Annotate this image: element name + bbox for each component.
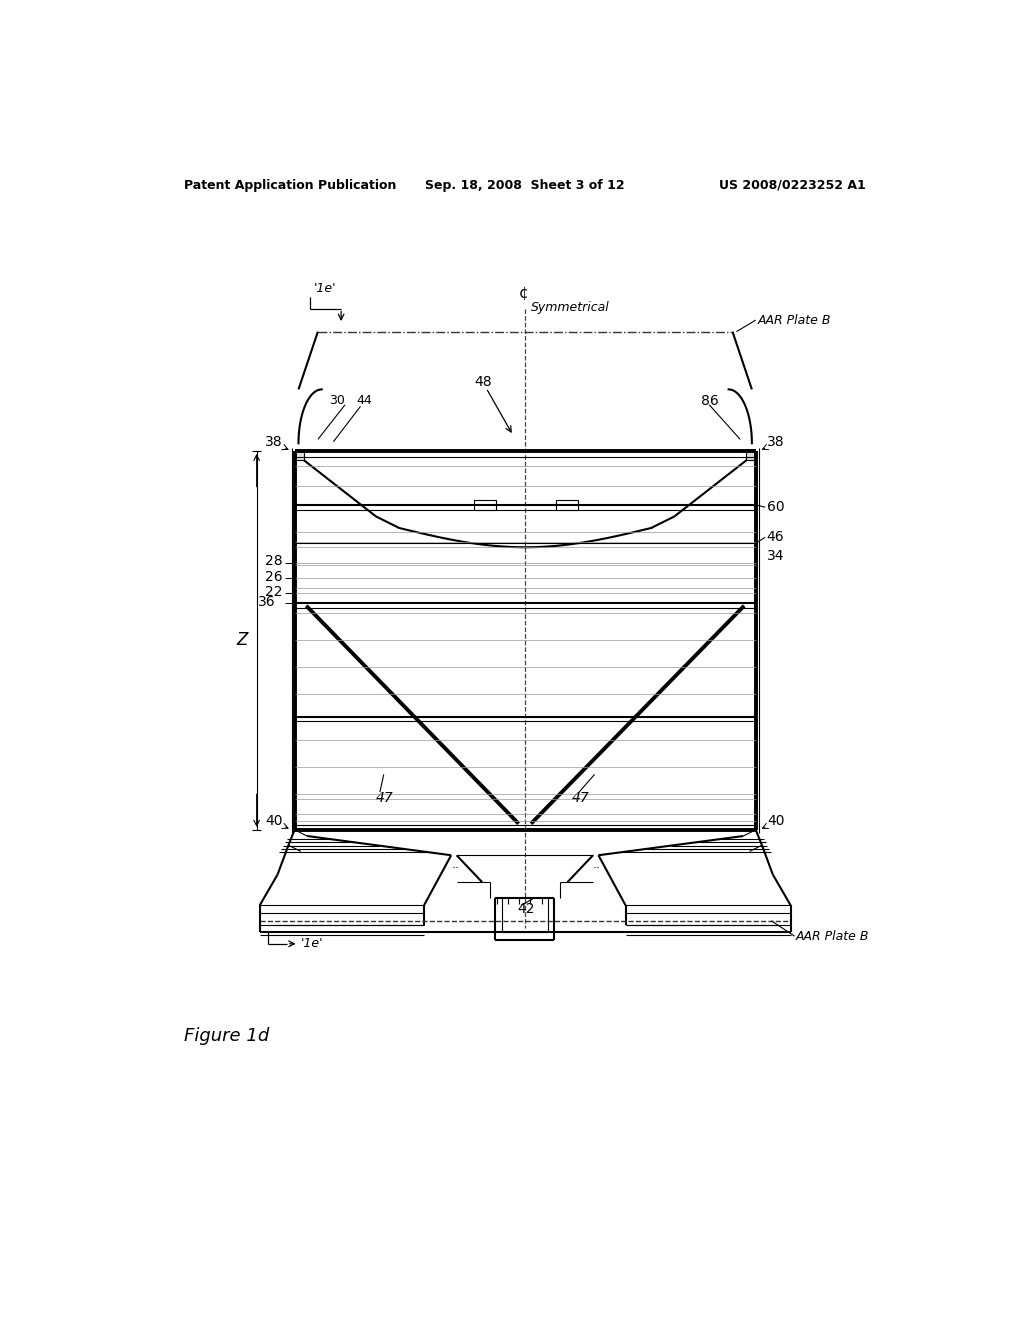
Text: AAR Plate B: AAR Plate B	[758, 314, 830, 326]
Text: 86: 86	[701, 393, 719, 408]
Text: 46: 46	[767, 531, 784, 544]
Text: '1e': '1e'	[314, 281, 337, 294]
Text: 30: 30	[329, 395, 345, 408]
Text: 40: 40	[767, 813, 784, 828]
Text: AAR Plate B: AAR Plate B	[796, 929, 869, 942]
Text: 47: 47	[571, 791, 589, 804]
Text: 40: 40	[265, 813, 283, 828]
Text: 42: 42	[517, 902, 535, 916]
Bar	[295, 451, 304, 461]
Text: 60: 60	[767, 500, 784, 515]
Bar	[746, 451, 756, 461]
Text: Z: Z	[237, 631, 248, 649]
Text: Figure 1d: Figure 1d	[183, 1027, 269, 1045]
Text: Sep. 18, 2008  Sheet 3 of 12: Sep. 18, 2008 Sheet 3 of 12	[425, 178, 625, 191]
Text: 44: 44	[356, 395, 373, 408]
Text: 34: 34	[767, 549, 784, 564]
Text: Patent Application Publication: Patent Application Publication	[183, 178, 396, 191]
Bar	[474, 500, 496, 510]
Text: 47: 47	[376, 791, 394, 804]
Bar	[556, 500, 578, 510]
Text: 38: 38	[265, 434, 283, 449]
Text: 38: 38	[767, 434, 785, 449]
Text: 36: 36	[258, 595, 275, 609]
Text: 48: 48	[474, 375, 493, 388]
Text: ¢: ¢	[518, 285, 528, 301]
Text: 28: 28	[265, 554, 283, 568]
Text: 22: 22	[265, 585, 283, 599]
Text: US 2008/0223252 A1: US 2008/0223252 A1	[719, 178, 866, 191]
Text: Symmetrical: Symmetrical	[531, 301, 609, 314]
Text: 26: 26	[265, 569, 283, 583]
Text: '1e': '1e'	[301, 937, 324, 950]
